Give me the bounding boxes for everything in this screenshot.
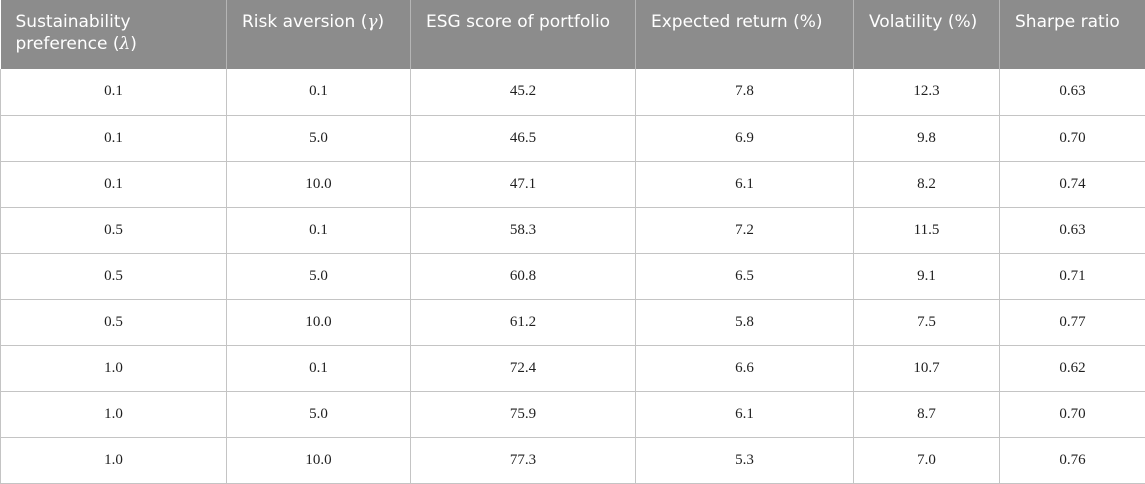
- cell-volatility: 9.8: [854, 115, 1000, 161]
- cell-sharpe-ratio: 0.62: [1000, 345, 1145, 391]
- cell-risk-aversion: 10.0: [227, 161, 411, 207]
- cell-expected-return: 6.1: [636, 161, 854, 207]
- header-volatility: Volatility (%): [854, 0, 1000, 69]
- header-expected-return: Expected return (%): [636, 0, 854, 69]
- cell-risk-aversion: 5.0: [227, 253, 411, 299]
- cell-expected-return: 6.6: [636, 345, 854, 391]
- cell-expected-return: 6.9: [636, 115, 854, 161]
- cell-sharpe-ratio: 0.76: [1000, 437, 1145, 483]
- cell-sharpe-ratio: 0.63: [1000, 207, 1145, 253]
- cell-sharpe-ratio: 0.63: [1000, 69, 1145, 115]
- cell-risk-aversion: 0.1: [227, 345, 411, 391]
- cell-expected-return: 5.8: [636, 299, 854, 345]
- cell-risk-aversion: 10.0: [227, 437, 411, 483]
- cell-esg-score: 58.3: [411, 207, 636, 253]
- cell-sharpe-ratio: 0.71: [1000, 253, 1145, 299]
- header-esg-score: ESG score of portfolio: [411, 0, 636, 69]
- cell-esg-score: 46.5: [411, 115, 636, 161]
- cell-volatility: 12.3: [854, 69, 1000, 115]
- cell-esg-score: 72.4: [411, 345, 636, 391]
- cell-volatility: 9.1: [854, 253, 1000, 299]
- cell-sharpe-ratio: 0.70: [1000, 391, 1145, 437]
- header-row: Sustainability preference (λ) Risk avers…: [1, 0, 1145, 69]
- cell-expected-return: 6.5: [636, 253, 854, 299]
- cell-sustainability-preference: 0.5: [1, 299, 227, 345]
- cell-expected-return: 7.2: [636, 207, 854, 253]
- header-sharpe-ratio: Sharpe ratio: [1000, 0, 1145, 69]
- cell-risk-aversion: 5.0: [227, 115, 411, 161]
- cell-sustainability-preference: 1.0: [1, 391, 227, 437]
- cell-sustainability-preference: 0.1: [1, 115, 227, 161]
- cell-sustainability-preference: 0.1: [1, 161, 227, 207]
- cell-sharpe-ratio: 0.74: [1000, 161, 1145, 207]
- cell-risk-aversion: 0.1: [227, 207, 411, 253]
- cell-esg-score: 47.1: [411, 161, 636, 207]
- cell-esg-score: 60.8: [411, 253, 636, 299]
- cell-volatility: 7.5: [854, 299, 1000, 345]
- cell-risk-aversion: 0.1: [227, 69, 411, 115]
- cell-volatility: 10.7: [854, 345, 1000, 391]
- cell-sharpe-ratio: 0.70: [1000, 115, 1145, 161]
- cell-esg-score: 77.3: [411, 437, 636, 483]
- cell-esg-score: 45.2: [411, 69, 636, 115]
- cell-sustainability-preference: 0.1: [1, 69, 227, 115]
- cell-sustainability-preference: 0.5: [1, 253, 227, 299]
- cell-risk-aversion: 10.0: [227, 299, 411, 345]
- header-risk-aversion: Risk aversion (γ): [227, 0, 411, 69]
- cell-esg-score: 61.2: [411, 299, 636, 345]
- cell-volatility: 8.2: [854, 161, 1000, 207]
- cell-sustainability-preference: 0.5: [1, 207, 227, 253]
- cell-esg-score: 75.9: [411, 391, 636, 437]
- cell-volatility: 11.5: [854, 207, 1000, 253]
- cell-sustainability-preference: 1.0: [1, 437, 227, 483]
- cell-sustainability-preference: 1.0: [1, 345, 227, 391]
- cell-expected-return: 6.1: [636, 391, 854, 437]
- cell-volatility: 8.7: [854, 391, 1000, 437]
- cell-sharpe-ratio: 0.77: [1000, 299, 1145, 345]
- cell-volatility: 7.0: [854, 437, 1000, 483]
- header-sustainability-preference: Sustainability preference (λ): [1, 0, 227, 69]
- cell-expected-return: 5.3: [636, 437, 854, 483]
- cell-expected-return: 7.8: [636, 69, 854, 115]
- cell-risk-aversion: 5.0: [227, 391, 411, 437]
